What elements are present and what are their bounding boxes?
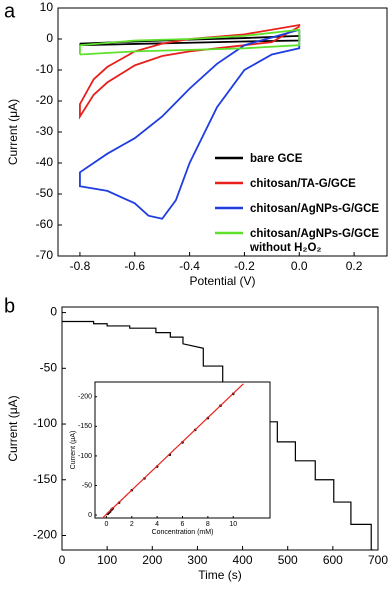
x-tick-label: -0.8 [70, 259, 91, 273]
x-tick-label: 6 [181, 521, 185, 528]
x-tick-label: 700 [368, 553, 388, 567]
panel-label: a [4, 0, 16, 22]
panel-label: b [4, 295, 15, 317]
legend-label: chitosan/AgNPs-G/GCE without H₂O₂ [249, 228, 379, 254]
x-tick-label: 500 [278, 553, 298, 567]
x-axis-title: Potential (V) [189, 274, 255, 288]
x-tick-label: 10 [229, 521, 237, 528]
y-tick-label: -50 [82, 482, 92, 489]
y-tick-label: -30 [36, 124, 54, 138]
x-tick-label: 300 [187, 553, 207, 567]
x-tick-label: 0 [59, 553, 66, 567]
legend-label: bare GCE [250, 153, 303, 165]
y-tick-label: -40 [36, 155, 54, 169]
data-line [101, 383, 244, 518]
x-tick-label: 4 [155, 521, 159, 528]
legend-label: chitosan/AgNPs-G/GCE [250, 203, 379, 215]
x-tick-label: 0.2 [346, 259, 363, 273]
y-tick-label: -200 [78, 394, 92, 401]
y-tick-label: -70 [36, 248, 54, 262]
y-tick-label: -150 [78, 423, 92, 430]
x-tick-label: -0.6 [124, 259, 145, 273]
y-tick-label: 0 [50, 305, 57, 319]
x-tick-label: 400 [233, 553, 253, 567]
x-axis-title: Concentration (mM) [152, 529, 214, 536]
y-tick-label: -60 [36, 217, 54, 231]
y-tick-label: 0 [46, 31, 53, 45]
y-axis-title: Current (μA) [6, 395, 20, 461]
data-line [79, 28, 301, 220]
x-axis-title: Time (s) [198, 568, 242, 582]
y-tick-label: -50 [40, 360, 58, 374]
x-tick-label: 0 [104, 521, 108, 528]
y-tick-label: -10 [36, 62, 54, 76]
plot-frame [94, 381, 271, 519]
y-tick-label: -20 [36, 93, 54, 107]
x-tick-label: 600 [323, 553, 343, 567]
x-tick-label: -0.4 [179, 259, 200, 273]
x-tick-label: 2 [130, 521, 134, 528]
x-tick-label: 0.0 [291, 259, 308, 273]
x-tick-label: 100 [97, 553, 117, 567]
y-tick-label: -50 [36, 186, 54, 200]
data-line [79, 28, 301, 56]
y-tick-label: -100 [78, 453, 92, 460]
y-tick-label: 10 [40, 0, 54, 14]
y-tick-label: 0 [88, 512, 92, 519]
y-tick-label: -100 [33, 416, 57, 430]
x-tick-label: 8 [206, 521, 210, 528]
y-tick-label: -150 [33, 472, 57, 486]
y-axis-title: Current (μA) [6, 99, 20, 165]
y-axis-title: Current (μA) [70, 431, 77, 470]
x-tick-label: -0.2 [234, 259, 255, 273]
x-tick-label: 200 [142, 553, 162, 567]
y-tick-label: -200 [33, 528, 57, 542]
legend-label: chitosan/TA-G/GCE [250, 178, 356, 190]
